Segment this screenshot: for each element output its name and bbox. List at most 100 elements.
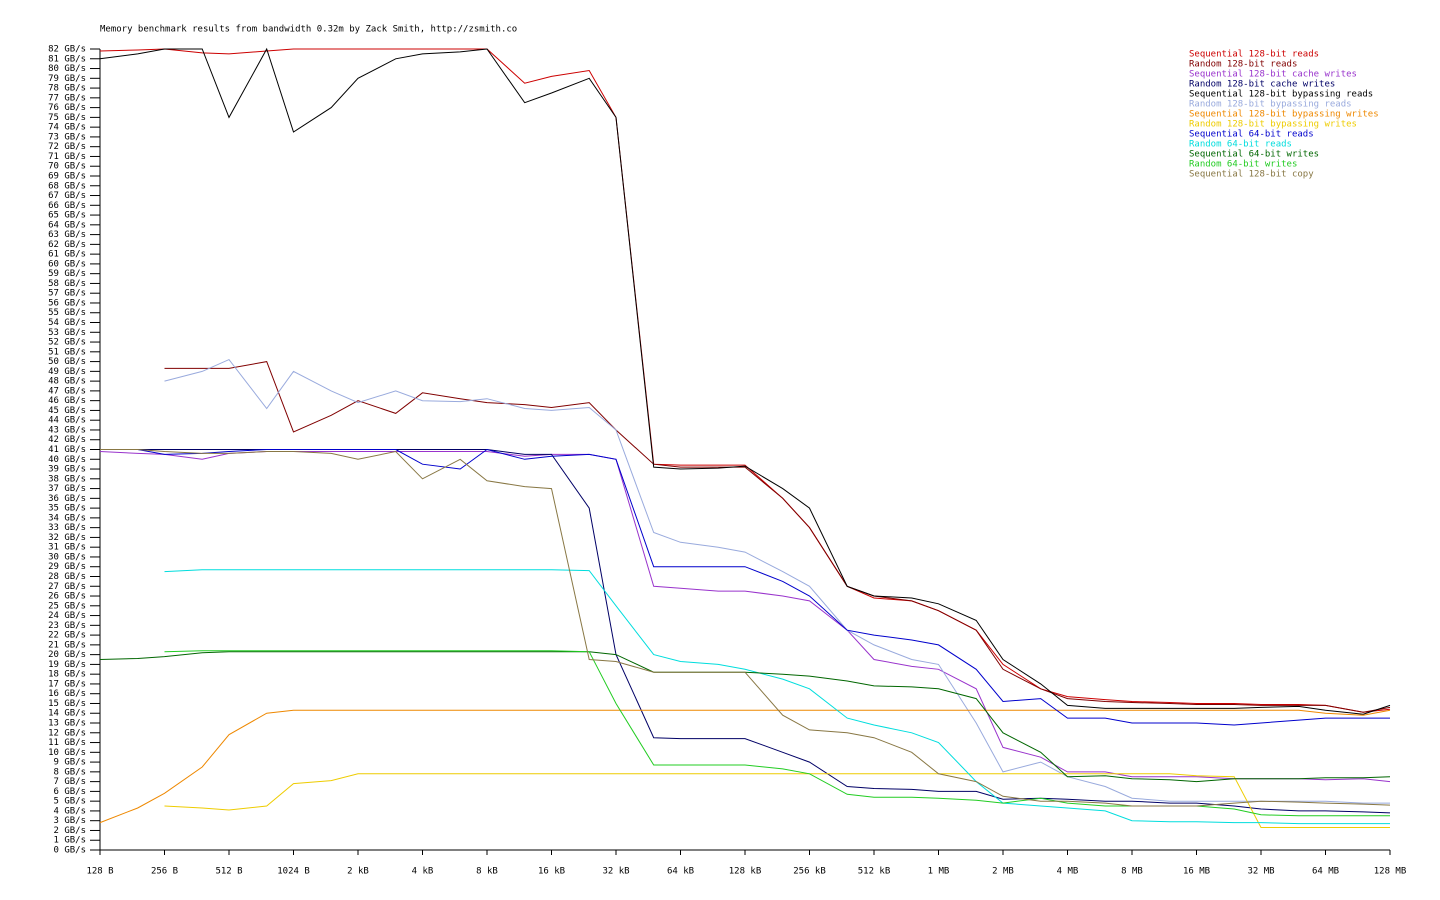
series-line bbox=[100, 449, 1391, 814]
legend-entry: Sequential 128-bit reads bbox=[1189, 50, 1319, 60]
y-tick-label: 54 GB/s bbox=[48, 318, 86, 328]
y-tick-label: 73 GB/s bbox=[48, 132, 86, 142]
y-tick-label: 21 GB/s bbox=[48, 640, 86, 650]
y-tick-label: 27 GB/s bbox=[48, 582, 86, 592]
x-tick-label: 32 MB bbox=[1247, 867, 1274, 877]
y-tick-label: 72 GB/s bbox=[48, 142, 86, 152]
x-tick-label: 256 B bbox=[151, 867, 178, 877]
y-tick-label: 41 GB/s bbox=[48, 445, 86, 455]
y-tick-label: 2 GB/s bbox=[53, 826, 86, 836]
series-line bbox=[164, 569, 1390, 825]
y-tick-label: 3 GB/s bbox=[53, 816, 86, 826]
legend-entry: Sequential 128-bit copy bbox=[1189, 170, 1314, 180]
legend-entry: Sequential 64-bit writes bbox=[1189, 150, 1319, 160]
y-tick-label: 34 GB/s bbox=[48, 513, 86, 523]
x-tick-label: 128 MB bbox=[1374, 867, 1407, 877]
y-tick-label: 68 GB/s bbox=[48, 181, 86, 191]
y-tick-label: 7 GB/s bbox=[53, 777, 86, 787]
series-line bbox=[99, 47, 1391, 715]
y-tick-label: 81 GB/s bbox=[48, 54, 86, 64]
y-tick-label: 36 GB/s bbox=[48, 494, 86, 504]
x-tick-label: 16 kB bbox=[538, 867, 565, 877]
y-tick-label: 55 GB/s bbox=[48, 308, 86, 318]
legend-entry: Sequential 64-bit reads bbox=[1189, 130, 1314, 140]
x-tick-label: 64 kB bbox=[667, 867, 694, 877]
y-tick-label: 78 GB/s bbox=[48, 84, 86, 94]
y-tick-label: 58 GB/s bbox=[48, 279, 86, 289]
y-tick-label: 16 GB/s bbox=[48, 689, 86, 699]
y-tick-label: 33 GB/s bbox=[48, 523, 86, 533]
y-tick-label: 61 GB/s bbox=[48, 250, 86, 260]
y-tick-label: 17 GB/s bbox=[48, 679, 86, 689]
y-tick-label: 39 GB/s bbox=[48, 465, 86, 475]
series-line bbox=[99, 651, 1391, 783]
y-tick-label: 76 GB/s bbox=[48, 103, 86, 113]
x-tick-label: 16 MB bbox=[1183, 867, 1210, 877]
y-tick-label: 71 GB/s bbox=[48, 152, 86, 162]
y-tick-label: 44 GB/s bbox=[48, 416, 86, 426]
y-tick-label: 74 GB/s bbox=[48, 123, 86, 133]
x-tick-label: 8 MB bbox=[1121, 867, 1143, 877]
x-tick-label: 512 kB bbox=[858, 867, 891, 877]
legend-entry: Sequential 128-bit bypassing writes bbox=[1189, 110, 1379, 120]
legend-entry: Sequential 128-bit bypassing reads bbox=[1189, 90, 1373, 100]
y-tick-label: 10 GB/s bbox=[48, 748, 86, 758]
y-tick-label: 82 GB/s bbox=[48, 45, 86, 55]
y-tick-label: 22 GB/s bbox=[48, 631, 86, 641]
y-tick-label: 4 GB/s bbox=[53, 806, 86, 816]
y-tick-label: 12 GB/s bbox=[48, 728, 86, 738]
series-line bbox=[100, 448, 1390, 726]
y-tick-label: 24 GB/s bbox=[48, 611, 86, 621]
x-tick-label: 256 kB bbox=[793, 867, 826, 877]
y-tick-label: 19 GB/s bbox=[48, 660, 86, 670]
y-tick-label: 20 GB/s bbox=[48, 650, 86, 660]
legend-entry: Sequential 128-bit cache writes bbox=[1189, 70, 1357, 80]
x-tick-label: 128 kB bbox=[729, 867, 762, 877]
y-tick-label: 56 GB/s bbox=[48, 298, 86, 308]
y-tick-label: 67 GB/s bbox=[48, 191, 86, 201]
y-tick-label: 52 GB/s bbox=[48, 338, 86, 348]
y-tick-label: 70 GB/s bbox=[48, 162, 86, 172]
y-tick-label: 46 GB/s bbox=[48, 396, 86, 406]
y-tick-label: 60 GB/s bbox=[48, 259, 86, 269]
x-tick-label: 8 kB bbox=[476, 867, 498, 877]
y-tick-label: 14 GB/s bbox=[48, 709, 86, 719]
x-tick-label: 128 B bbox=[86, 867, 113, 877]
y-tick-label: 51 GB/s bbox=[48, 347, 86, 357]
y-tick-label: 42 GB/s bbox=[48, 435, 86, 445]
x-tick-label: 4 kB bbox=[412, 867, 434, 877]
x-tick-label: 1 MB bbox=[928, 867, 950, 877]
y-tick-label: 62 GB/s bbox=[48, 240, 86, 250]
y-tick-label: 32 GB/s bbox=[48, 533, 86, 543]
x-tick-label: 64 MB bbox=[1312, 867, 1339, 877]
x-tick-label: 512 B bbox=[215, 867, 242, 877]
y-tick-label: 47 GB/s bbox=[48, 386, 86, 396]
y-tick-label: 77 GB/s bbox=[48, 93, 86, 103]
y-tick-label: 30 GB/s bbox=[48, 552, 86, 562]
x-tick-label: 1024 B bbox=[277, 867, 310, 877]
series-line bbox=[99, 48, 1391, 713]
y-tick-label: 57 GB/s bbox=[48, 289, 86, 299]
y-tick-label: 63 GB/s bbox=[48, 230, 86, 240]
chart-title: Memory benchmark results from bandwidth … bbox=[100, 25, 517, 35]
legend-entry: Random 64-bit writes bbox=[1189, 160, 1297, 170]
y-tick-label: 48 GB/s bbox=[48, 377, 86, 387]
series-line bbox=[164, 361, 1391, 713]
x-tick-label: 4 MB bbox=[1057, 867, 1079, 877]
y-tick-label: 40 GB/s bbox=[48, 455, 86, 465]
y-tick-label: 0 GB/s bbox=[53, 846, 86, 856]
y-tick-label: 9 GB/s bbox=[53, 758, 86, 768]
legend-entry: Random 128-bit reads bbox=[1189, 60, 1297, 70]
y-tick-label: 18 GB/s bbox=[48, 670, 86, 680]
series-line bbox=[99, 451, 1391, 783]
series-line bbox=[99, 709, 1391, 824]
y-tick-label: 38 GB/s bbox=[48, 474, 86, 484]
y-tick-label: 35 GB/s bbox=[48, 504, 86, 514]
y-tick-label: 29 GB/s bbox=[48, 562, 86, 572]
y-tick-label: 45 GB/s bbox=[48, 406, 86, 416]
x-tick-label: 2 MB bbox=[992, 867, 1014, 877]
legend-entry: Random 64-bit reads bbox=[1189, 140, 1292, 150]
series-line bbox=[164, 773, 1390, 828]
y-tick-label: 5 GB/s bbox=[53, 797, 86, 807]
